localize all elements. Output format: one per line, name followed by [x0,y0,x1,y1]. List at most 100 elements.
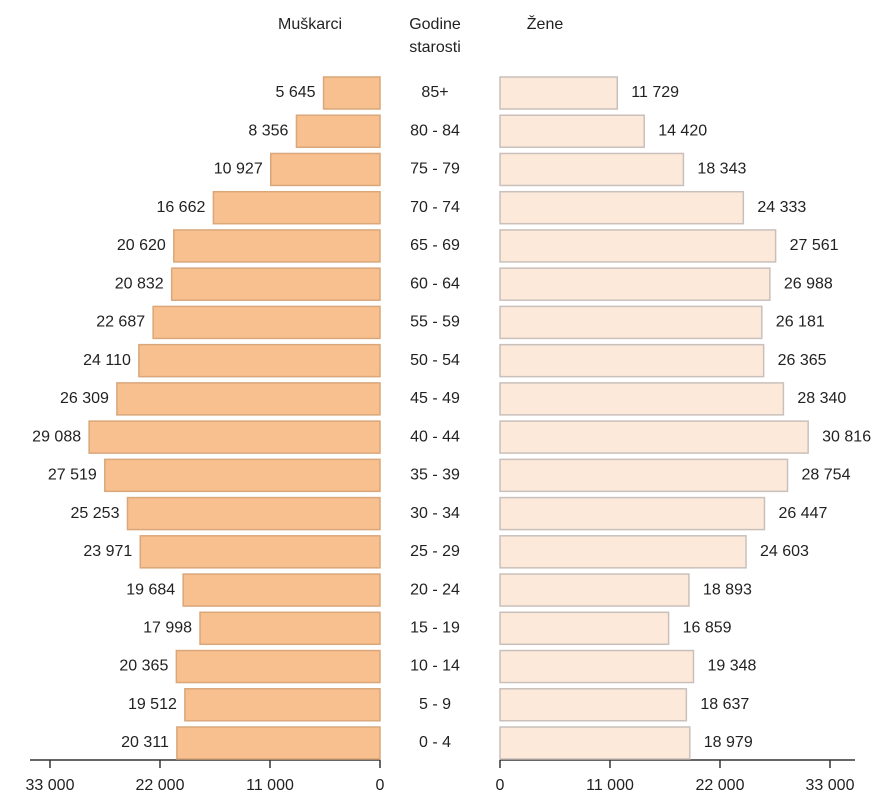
value-label: 10 927 [214,161,263,178]
bar [175,649,381,684]
category-label: 70 - 74 [410,199,460,216]
bar [138,343,381,378]
value-label: 20 311 [121,734,169,751]
bar [152,305,381,340]
bar [170,267,381,301]
right-series-title: Žene [527,14,564,33]
left-series-title: Muškarci [278,16,342,33]
category-label: 60 - 64 [410,275,460,292]
category-label: 5 - 9 [419,696,451,713]
category-label: 40 - 44 [410,428,460,445]
value-label: 25 253 [71,505,120,522]
bar [499,343,765,378]
category-label: 30 - 34 [410,505,460,522]
category-label: 55 - 59 [410,314,460,331]
category-title: starosti [409,39,461,56]
value-label: 19 684 [126,581,175,598]
bar [499,573,690,607]
bar [499,649,695,684]
x-tick-label: 33 000 [26,777,75,794]
bar [499,420,809,454]
x-tick-label: 22 000 [136,777,185,794]
bar [499,152,685,187]
value-label: 18 893 [703,581,752,598]
x-tick-label: 11 000 [586,777,634,794]
x-tick-label: 0 [496,777,505,794]
value-label: 27 561 [790,237,839,254]
category-label: 45 - 49 [410,390,460,407]
bar [499,458,789,493]
value-label: 18 979 [704,734,753,751]
category-label: 65 - 69 [410,237,460,254]
value-label: 27 519 [48,467,97,484]
value-label: 24 333 [757,199,806,216]
x-tick-label: 33 000 [806,777,855,794]
value-label: 14 420 [658,122,707,139]
category-label: 35 - 39 [410,467,460,484]
bar [499,229,777,263]
bar [499,611,670,646]
bar [295,114,381,148]
value-label: 24 603 [760,543,809,560]
bar [104,458,381,493]
value-label: 20 832 [115,275,164,292]
category-label: 50 - 54 [410,352,460,369]
value-label: 20 620 [117,237,166,254]
category-label: 25 - 29 [410,543,460,560]
value-label: 28 754 [802,467,851,484]
category-label: 75 - 79 [410,161,460,178]
bar [126,496,381,531]
value-label: 19 348 [707,658,756,675]
bar [499,190,745,225]
bar [499,305,763,340]
value-label: 22 687 [96,314,145,331]
bar [499,726,691,760]
value-label: 26 447 [778,505,827,522]
bar [322,76,381,110]
category-label: 10 - 14 [410,658,460,675]
value-label: 29 088 [32,428,81,445]
bar [184,688,381,722]
category-label: 15 - 19 [410,620,460,637]
bar [499,382,785,416]
x-tick-label: 11 000 [246,777,294,794]
bar [499,535,747,569]
value-label: 26 181 [776,314,825,331]
value-label: 23 971 [83,543,132,560]
bar [139,535,381,569]
category-label: 20 - 24 [410,581,460,598]
value-label: 18 343 [697,161,746,178]
category-title: Godine [409,16,461,33]
bar [212,190,381,225]
value-label: 28 340 [797,390,846,407]
bar [88,420,381,454]
value-label: 8 356 [248,122,288,139]
bar [116,382,381,416]
value-label: 24 110 [83,352,131,369]
bar [176,726,381,760]
value-label: 26 309 [60,390,109,407]
bar [199,611,381,646]
x-tick-label: 0 [376,777,385,794]
bar [499,76,619,110]
value-label: 26 988 [784,275,833,292]
bar [499,688,688,722]
value-label: 18 637 [700,696,749,713]
value-label: 11 729 [631,84,679,101]
x-tick-label: 22 000 [696,777,745,794]
bar [173,229,381,263]
value-label: 17 998 [143,620,192,637]
category-label: 85+ [421,84,448,101]
bar [499,496,766,531]
bar [499,267,771,301]
value-label: 16 662 [156,199,205,216]
bar [269,152,381,187]
value-label: 19 512 [128,696,177,713]
value-label: 30 816 [822,428,871,445]
value-label: 16 859 [683,620,732,637]
category-label: 80 - 84 [410,122,460,139]
bar [499,114,645,148]
category-label: 0 - 4 [419,734,451,751]
bar [182,573,381,607]
